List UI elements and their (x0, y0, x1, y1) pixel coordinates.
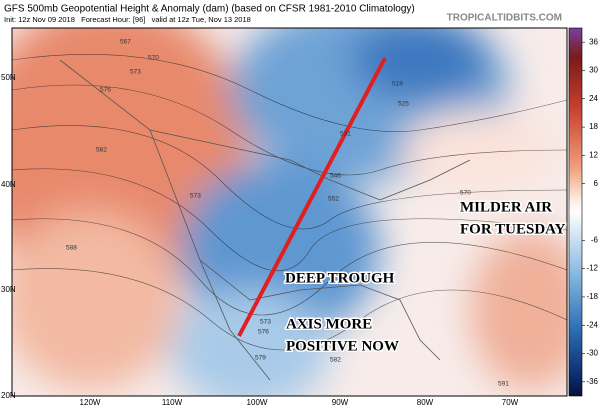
contour-label: 531 (340, 131, 351, 138)
colorbar-tick-label: 24 (589, 94, 598, 103)
lon-label: 100W (247, 398, 268, 407)
contour-label: 591 (498, 381, 509, 388)
colorbar-tick-label: -24 (586, 320, 598, 329)
annotation: FOR TUESDAY (460, 221, 566, 237)
colorbar-tick-label: -12 (586, 264, 598, 273)
colorbar-tick-label: 12 (589, 150, 598, 159)
contour-label: 573 (260, 319, 271, 326)
contour-label: 573 (190, 193, 201, 200)
colorbar-tick-label: 30 (589, 66, 598, 75)
annotation: MILDER AIR (460, 199, 552, 215)
lon-label: 110W (162, 398, 183, 407)
colorbar-tick-label: -30 (586, 349, 598, 358)
contour-label: 579 (255, 355, 266, 362)
lat-label: 20N (1, 391, 16, 400)
contour-label: 525 (398, 101, 409, 108)
lon-label: 120W (80, 398, 101, 407)
colorbar-tick-label: 36 (589, 37, 598, 46)
lon-label: 70W (502, 398, 519, 407)
colorbar-tick-label: -36 (586, 377, 598, 386)
lon-label: 90W (332, 398, 349, 407)
colorbar-tick-label: 6 (594, 179, 599, 188)
contour-label: 582 (96, 147, 107, 154)
colorbar-tick-label: -6 (591, 235, 599, 244)
annotation: DEEP TROUGH (285, 270, 395, 286)
contour-label: 576 (258, 329, 269, 336)
contour-label: 546 (330, 173, 341, 180)
map-frame (11, 27, 568, 397)
map-subtitle: Init: 12z Nov 09 2018 Forecast Hour: [96… (4, 15, 251, 24)
contour-label: 570 (460, 190, 471, 197)
annotation: AXIS MORE (286, 316, 372, 332)
contour-label: 573 (130, 69, 141, 76)
contour-label: 567 (120, 39, 131, 46)
lon-label: 80W (417, 398, 434, 407)
map-title: GFS 500mb Geopotential Height & Anomaly … (4, 4, 415, 15)
contour-label: 588 (66, 245, 77, 252)
trough-axis-line (237, 57, 387, 337)
contour-label: 570 (148, 55, 159, 62)
credit: TROPICALTIDBITS.COM (447, 13, 562, 24)
annotation: POSITIVE NOW (286, 338, 399, 354)
lat-label: 50N (1, 73, 16, 82)
lat-label: 40N (1, 180, 16, 189)
colorbar-tick-label: 18 (589, 122, 598, 131)
colorbar (568, 27, 583, 397)
contour-label: 576 (100, 87, 111, 94)
lat-label: 30N (1, 285, 16, 294)
contour-label: 552 (328, 196, 339, 203)
contour-label: 519 (392, 81, 403, 88)
colorbar-tick-label: -18 (586, 292, 598, 301)
contour-label: 582 (330, 357, 341, 364)
